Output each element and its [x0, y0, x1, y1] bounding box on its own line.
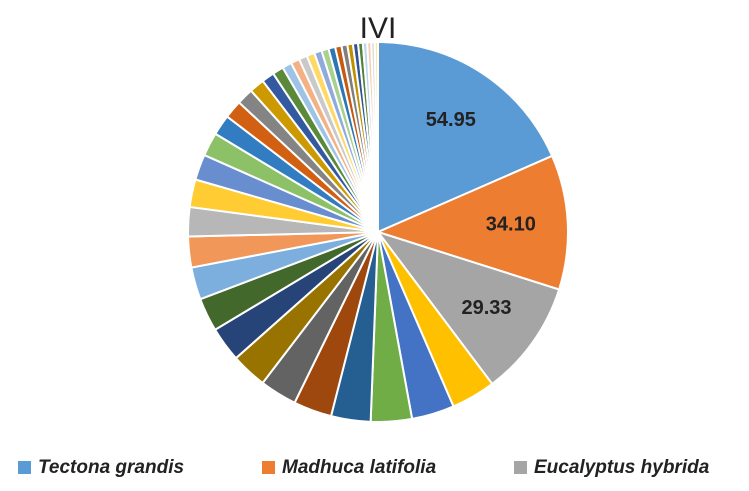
legend-label: Tectona grandis: [38, 457, 184, 478]
legend-label: Eucalyptus hybrida: [534, 457, 710, 478]
pie-slice: [373, 40, 379, 233]
legend-swatch: [262, 461, 275, 474]
pie-slice: [377, 40, 554, 234]
chart-title: IVI: [360, 12, 397, 45]
pie-slice: [375, 154, 569, 291]
legend-swatch: [18, 461, 31, 474]
data-label: 34.10: [486, 213, 536, 235]
legend-swatch: [514, 461, 527, 474]
data-label: 54.95: [426, 109, 476, 131]
data-label: 29.33: [461, 297, 511, 319]
legend-label: Madhuca latifolia: [282, 457, 437, 478]
pie-slice: [375, 230, 561, 386]
